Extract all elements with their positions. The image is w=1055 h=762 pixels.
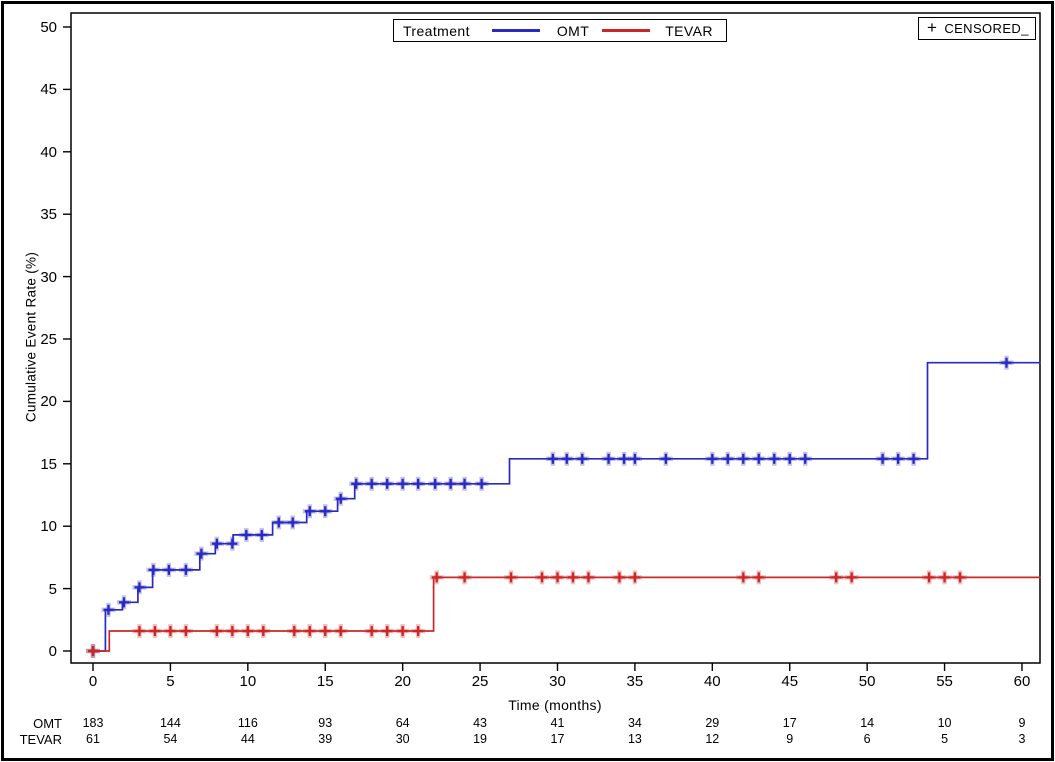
risk-value: 17 xyxy=(782,716,797,730)
x-tick-label: 30 xyxy=(549,673,566,690)
legend-title: Treatment xyxy=(403,22,470,39)
y-tick-label: 15 xyxy=(40,455,57,473)
y-tick-label: 5 xyxy=(48,580,57,598)
y-tick-label: 10 xyxy=(40,518,57,536)
risk-value: 116 xyxy=(237,716,258,730)
risk-value: 64 xyxy=(395,716,410,730)
censored-plus-icon: + xyxy=(927,18,938,37)
risk-value: 6 xyxy=(863,731,871,746)
y-axis-ticks xyxy=(63,26,71,652)
y-tick-label: 20 xyxy=(40,393,57,411)
y-tick-label: 45 xyxy=(40,81,57,99)
risk-value: 34 xyxy=(627,716,642,730)
x-tick-label: 60 xyxy=(1013,673,1031,690)
y-tick-label: 35 xyxy=(40,206,57,224)
risk-value: 144 xyxy=(159,716,181,730)
y-tick-label: 30 xyxy=(40,268,57,286)
risk-value: 3 xyxy=(1018,731,1026,746)
censored-legend-label: CENSORED_ xyxy=(944,21,1029,36)
risk-value: 30 xyxy=(395,731,410,746)
tevar-censor-marks xyxy=(86,570,968,658)
risk-row-label-omt: OMT xyxy=(33,716,62,731)
risk-value: 183 xyxy=(82,716,104,730)
axis-frame xyxy=(70,12,1041,664)
y-tick-label: 25 xyxy=(40,331,57,348)
legend-label-omt: OMT xyxy=(556,22,590,39)
omt-curve xyxy=(93,361,1041,652)
risk-row-label-tevar: TEVAR xyxy=(19,731,62,747)
x-tick-label: 35 xyxy=(626,673,644,690)
x-tick-label: 10 xyxy=(239,673,257,690)
risk-value: 17 xyxy=(550,731,565,746)
y-tick-label: 40 xyxy=(40,143,57,161)
risk-value: 43 xyxy=(473,716,488,730)
risk-value: 9 xyxy=(1018,716,1026,730)
tevar-series xyxy=(86,570,1041,658)
x-tick-label: 0 xyxy=(88,673,98,690)
risk-value: 29 xyxy=(705,716,720,730)
risk-value: 9 xyxy=(786,731,794,746)
risk-value: 54 xyxy=(163,731,178,746)
x-axis-title: Time (months) xyxy=(508,697,602,713)
x-tick-label: 40 xyxy=(703,673,721,690)
risk-value: 93 xyxy=(318,716,333,730)
y-tick-label: 0 xyxy=(48,643,57,660)
y-tick-label: 50 xyxy=(40,19,57,36)
omt-series xyxy=(86,355,1041,658)
risk-value: 10 xyxy=(937,716,952,730)
tevar-curve xyxy=(93,576,1041,652)
x-tick-label: 5 xyxy=(166,673,175,690)
risk-value: 12 xyxy=(705,731,720,746)
x-tick-label: 15 xyxy=(316,673,334,690)
x-tick-label: 50 xyxy=(858,673,876,690)
x-tick-label: 55 xyxy=(936,673,953,690)
x-axis-ticks xyxy=(92,663,1023,671)
risk-value: 14 xyxy=(860,716,875,730)
censored-legend: + CENSORED_ xyxy=(918,17,1036,40)
x-tick-label: 20 xyxy=(394,673,411,690)
x-tick-label: 25 xyxy=(471,673,489,690)
risk-value: 19 xyxy=(473,731,488,746)
x-tick-label: 45 xyxy=(781,673,799,690)
treatment-legend: Treatment OMT TEVAR xyxy=(393,19,727,42)
legend-label-tevar: TEVAR xyxy=(665,22,713,39)
risk-value: 5 xyxy=(941,731,949,746)
risk-value: 44 xyxy=(240,731,255,746)
omt-line-swatch xyxy=(491,29,540,32)
omt-censor-marks xyxy=(86,355,1014,658)
risk-value: 61 xyxy=(86,731,100,746)
risk-value: 13 xyxy=(627,731,642,746)
tevar-line-swatch xyxy=(602,29,651,32)
risk-value: 41 xyxy=(550,716,565,730)
risk-value: 39 xyxy=(318,731,333,746)
